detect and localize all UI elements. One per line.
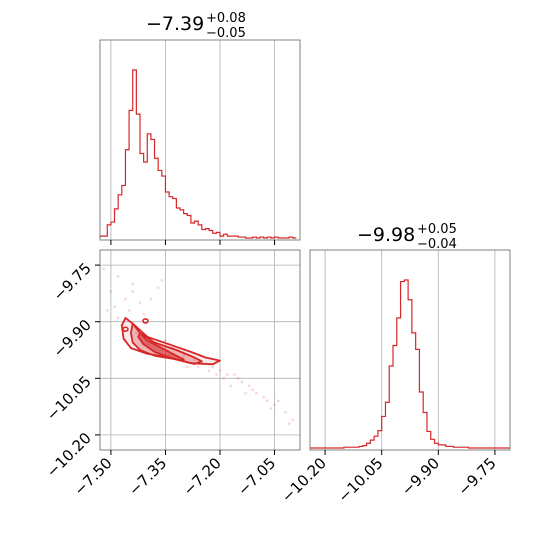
title-median-1: −7.39 — [146, 13, 204, 35]
contour-peak — [142, 318, 149, 324]
tick-label-x: −7.20 — [180, 454, 225, 499]
sample-point — [265, 399, 269, 403]
sample-point — [134, 331, 138, 335]
sample-point — [233, 373, 236, 376]
tick-label-x: −7.35 — [125, 454, 170, 499]
sample-point — [244, 391, 247, 395]
sample-point — [105, 308, 109, 312]
sample-point — [113, 305, 116, 309]
panel-joint: −7.50 −7.35 −7.20 −7.05 −9.75−9.90−10.05−10… — [43, 249, 301, 499]
sample-point — [236, 376, 240, 380]
title-minus-1: −0.05 — [206, 26, 246, 41]
frame-hist1 — [99, 39, 301, 241]
sample-point — [211, 365, 215, 369]
title-plus-1: +0.08 — [206, 11, 246, 26]
tick-label-y: −9.75 — [50, 259, 95, 304]
grid-hist1 — [110, 40, 275, 240]
contour-1-sigma — [137, 332, 185, 363]
panel-marginal-2: −9.98 +0.05 −0.04 −10.20 −10.05 −9.90 −9.75 — [278, 222, 511, 506]
sample-point — [109, 290, 113, 293]
tick-label-x: −10.20 — [278, 454, 330, 506]
sample-point — [138, 301, 142, 305]
sample-point — [222, 376, 226, 380]
sample-point — [284, 410, 287, 414]
sample-point — [273, 403, 276, 407]
sample-point — [229, 384, 233, 388]
sample-point — [116, 275, 120, 278]
tick-label-x: −9.75 — [455, 454, 500, 499]
sample-point — [127, 308, 131, 312]
sample-point — [276, 399, 280, 403]
tick-label-x: −7.50 — [71, 454, 116, 499]
grid-joint — [100, 250, 300, 450]
panel-marginal-1: −7.39 +0.08 −0.05 — [99, 11, 301, 245]
sample-point — [254, 391, 258, 395]
sample-point — [218, 369, 222, 373]
ticks-hist1 — [110, 240, 276, 245]
sample-point — [240, 380, 244, 384]
sample-point — [251, 388, 255, 392]
tick-label-y: −9.90 — [50, 316, 95, 361]
histogram-2-line — [310, 279, 510, 449]
tick-label-y: −10.05 — [43, 372, 95, 424]
sample-point — [156, 286, 160, 290]
tick-label-x: −10.05 — [335, 454, 387, 506]
sample-point — [182, 354, 186, 358]
sample-point — [185, 365, 189, 369]
samples-joint — [102, 267, 295, 425]
frame-joint — [99, 249, 301, 451]
title-median-2: −9.98 — [357, 224, 415, 246]
contour-2-sigma — [129, 322, 203, 365]
sample-point — [164, 339, 167, 342]
sample-point — [207, 369, 211, 373]
sample-point — [116, 316, 120, 320]
tick-label-x: −9.90 — [398, 454, 443, 499]
sample-point — [149, 297, 153, 301]
sample-point — [225, 373, 229, 376]
title-minus-2: −0.04 — [417, 237, 457, 252]
tick-label-x: −7.05 — [234, 454, 279, 499]
contour-peak — [122, 326, 129, 333]
histogram-1-line — [99, 69, 297, 239]
sample-point — [124, 297, 127, 301]
title-plus-2: +0.05 — [417, 222, 457, 237]
sample-point — [291, 418, 295, 422]
xticks-hist2: −10.20 −10.05 −9.90 −9.75 — [278, 450, 500, 506]
sample-point — [196, 365, 200, 369]
sample-point — [142, 312, 146, 316]
contours-joint — [120, 316, 221, 366]
sample-point — [269, 407, 273, 410]
sample-point — [247, 384, 251, 388]
sample-point — [131, 290, 135, 293]
yticks-joint: −9.75−9.90−10.05−10.20 — [43, 259, 100, 481]
frame-hist2 — [309, 249, 511, 451]
sample-point — [287, 422, 291, 425]
sample-point — [262, 395, 266, 399]
grid-hist2 — [324, 250, 496, 450]
sample-point — [102, 267, 106, 271]
xticks-joint: −7.50 −7.35 −7.20 −7.05 — [71, 450, 279, 499]
sample-point — [131, 282, 135, 286]
sample-point — [214, 373, 218, 376]
sample-point — [160, 278, 164, 282]
